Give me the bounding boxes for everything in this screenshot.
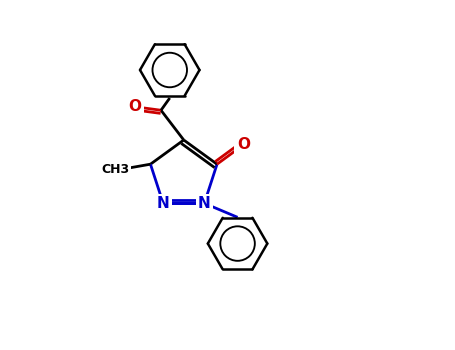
- Text: CH3: CH3: [101, 163, 130, 176]
- Text: N: N: [157, 196, 170, 211]
- Text: O: O: [128, 99, 141, 114]
- Text: O: O: [237, 138, 250, 153]
- Text: N: N: [198, 196, 211, 211]
